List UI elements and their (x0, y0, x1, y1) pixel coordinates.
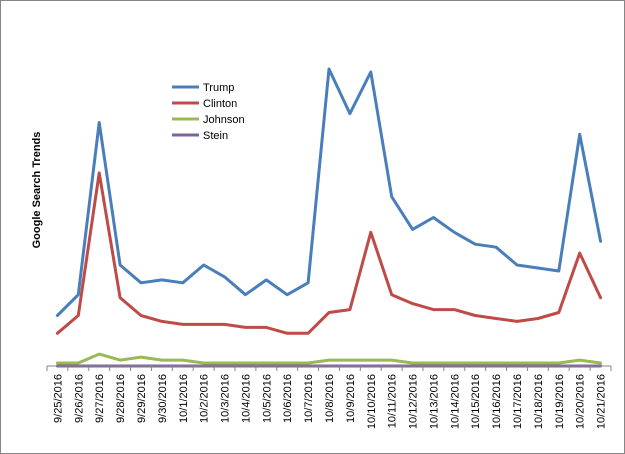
legend: Trump Clinton Johnson Stein (172, 82, 245, 142)
x-tick-label: 10/8/2016 (324, 374, 336, 423)
x-tick-label: 9/26/2016 (73, 374, 85, 423)
x-tick-label: 9/30/2016 (157, 374, 169, 423)
series-line-trump (55, 67, 603, 317)
x-tick-label: 10/3/2016 (220, 374, 232, 423)
x-tick-label: 10/10/2016 (366, 374, 378, 429)
x-tick-label: 9/25/2016 (52, 374, 64, 423)
legend-label-trump: Trump (203, 82, 234, 94)
x-tick-label: 10/21/2016 (596, 374, 608, 429)
x-tick-label: 9/29/2016 (136, 374, 148, 423)
x-tick-label: 10/5/2016 (261, 374, 273, 423)
x-tick-label: 9/27/2016 (94, 374, 106, 423)
x-tick-label: 10/1/2016 (178, 374, 190, 423)
x-tick-label: 10/9/2016 (345, 374, 357, 423)
x-tick-label: 10/12/2016 (408, 374, 420, 429)
x-tick-label: 10/6/2016 (282, 374, 294, 423)
x-tick-label: 9/28/2016 (115, 374, 127, 423)
x-tick-label: 10/20/2016 (575, 374, 587, 429)
x-tick-label: 10/11/2016 (387, 374, 399, 428)
x-tick-label: 10/7/2016 (303, 374, 315, 423)
x-tick-label: 10/14/2016 (449, 374, 461, 429)
y-axis-label: Google Search Trends (31, 132, 43, 249)
series-line-johnson (55, 352, 603, 365)
legend-label-johnson: Johnson (203, 114, 245, 126)
x-tick-label: 10/16/2016 (491, 374, 503, 429)
x-tick-label: 10/19/2016 (554, 374, 566, 429)
x-tick-label: 10/13/2016 (428, 374, 440, 429)
legend-label-stein: Stein (203, 130, 228, 142)
series-line-clinton (55, 171, 603, 335)
x-tick-label: 10/2/2016 (199, 374, 211, 423)
legend-label-clinton: Clinton (203, 98, 237, 110)
plot-area (55, 67, 603, 368)
x-tick-label: 10/17/2016 (512, 374, 524, 429)
x-tick-label: 10/15/2016 (470, 374, 482, 429)
x-tick-label: 10/18/2016 (533, 374, 545, 429)
axes: 9/25/2016 9/26/2016 9/27/2016 9/28/2016 9/29… (46, 365, 612, 429)
x-tick-label: 10/4/2016 (240, 374, 252, 423)
